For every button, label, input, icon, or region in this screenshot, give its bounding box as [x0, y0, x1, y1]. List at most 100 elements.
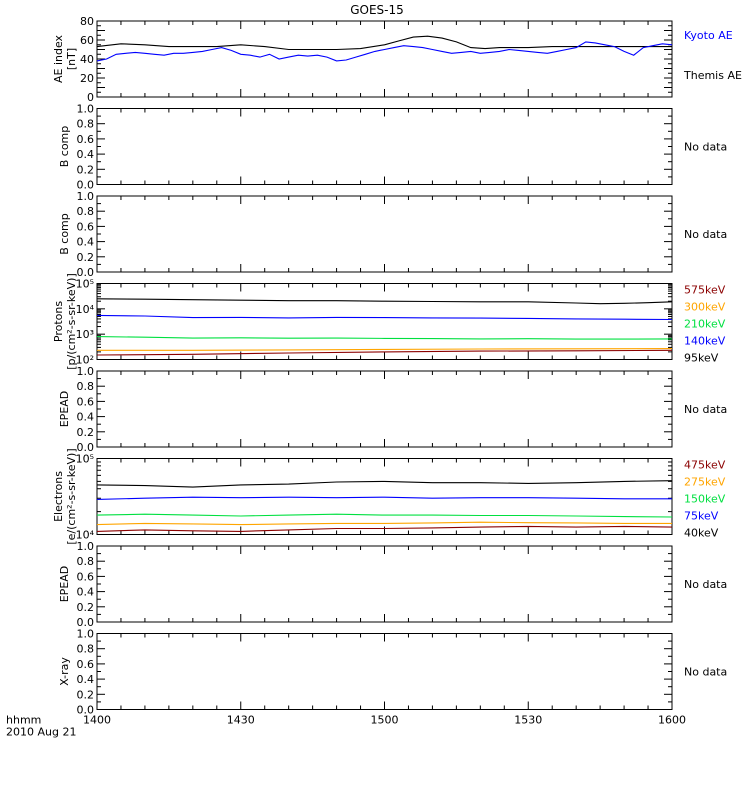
panel-epead2: 0.0 0.2 0.4 0.6 0.8 1.0 EPEAD No data [58, 540, 727, 629]
x-tick-label: 1400 [83, 714, 111, 727]
panel-protons: 10² 10³ 10⁴ 10⁵ Protons [p/(cm²-s-sr-keV)] 575… [52, 273, 726, 370]
panel-xray: 0.0 0.2 0.4 0.6 0.8 1.0 X-ray No data [58, 628, 727, 717]
y-tick-label: 0.2 [77, 251, 95, 264]
y-tick-label: 0.0 [77, 616, 95, 629]
y-tick-label: 10⁴ [76, 303, 95, 316]
y-axis-label: AE index [52, 34, 65, 83]
series-line-kyoto-ae [96, 41, 673, 62]
y-axis-label: X-ray [58, 657, 71, 686]
y-tick-label: 1.0 [77, 540, 95, 553]
legend-entry: 475keV [684, 459, 726, 472]
y-tick-label: 0.6 [77, 395, 95, 408]
series-line-140kev [96, 314, 673, 321]
y-axis-units: [e/(cm²-s-sr-keV)] [65, 448, 78, 544]
panel-bcomp1: 0.0 0.2 0.4 0.6 0.8 1.0 B comp No data [58, 103, 727, 192]
y-tick-label: 10³ [76, 328, 94, 341]
y-tick-label: 40 [80, 53, 94, 66]
y-tick-label: 0.4 [77, 673, 95, 686]
x-tick-label: 1530 [514, 714, 542, 727]
no-data-label: No data [684, 578, 727, 591]
y-tick-label: 1.0 [77, 628, 95, 641]
y-tick-label: 10⁴ [76, 529, 95, 542]
no-data-label: No data [684, 141, 727, 154]
y-tick-label: 0.4 [77, 586, 95, 599]
panel-frame [96, 20, 673, 98]
legend-entry: Themis AE [683, 69, 742, 82]
panel-frame [96, 283, 673, 360]
panel-frame [96, 545, 673, 623]
y-tick-label: 20 [80, 72, 94, 85]
y-axis-units: [nT] [65, 48, 78, 70]
y-tick-label: 0.6 [77, 658, 95, 671]
y-tick-label: 0.2 [77, 426, 95, 439]
legend-entry: 140keV [684, 335, 726, 348]
y-axis-label: EPEAD [58, 391, 71, 428]
series-line-475kev [96, 525, 673, 532]
y-tick-label: 80 [80, 15, 94, 28]
y-tick-label: 0.8 [77, 118, 95, 131]
panel-ae: 0 20 40 60 80 AE index [nT] Kyoto AE Themis AE [52, 15, 742, 104]
y-tick-label: 0.4 [77, 148, 95, 161]
x-tick-label: 1600 [658, 714, 686, 727]
legend-entry: 210keV [684, 318, 726, 331]
x-axis-label-date: 2010 Aug 21 [6, 726, 76, 739]
legend-entry: 275keV [684, 476, 726, 489]
y-axis-label: B comp [58, 126, 71, 168]
legend-entry: 575keV [684, 284, 726, 297]
series-line-300kev [97, 348, 673, 351]
y-tick-label: 60 [80, 34, 94, 47]
y-axis-label: Electrons [52, 471, 65, 522]
y-tick-label: 0.2 [77, 163, 95, 176]
y-tick-label: 0.4 [77, 411, 95, 424]
y-tick-label: 0 [87, 91, 94, 104]
panel-electrons: 10⁴ 10⁵ Electrons [e/(cm²-s-sr-keV)] 475keV 2… [52, 448, 726, 544]
figure-title: GOES-15 [350, 3, 404, 17]
series-line-95kev [96, 298, 673, 305]
legend-entry: 95keV [684, 352, 719, 365]
y-tick-label: 0.8 [77, 643, 95, 656]
legend-entry: 75keV [684, 510, 719, 523]
y-tick-label: 0.0 [77, 704, 95, 717]
series-line-575kev [96, 349, 673, 356]
y-tick-label: 0.0 [77, 441, 95, 454]
series-line-themis-ae [96, 35, 672, 51]
panel-frame [96, 370, 673, 448]
legend-entry: Kyoto AE [684, 29, 733, 42]
y-tick-label: 1.0 [77, 103, 95, 116]
panel-frame [96, 195, 673, 273]
y-tick-label: 0.6 [77, 570, 95, 583]
no-data-label: No data [684, 403, 727, 416]
y-tick-label: 1.0 [77, 190, 95, 203]
x-tick-label: 1500 [371, 714, 399, 727]
y-tick-label: 0.8 [77, 555, 95, 568]
legend-entry: 40keV [684, 527, 719, 540]
y-tick-label: 10⁵ [76, 453, 94, 466]
y-axis-units: [p/(cm²-s-sr-keV)] [65, 273, 78, 370]
y-tick-label: 1.0 [77, 365, 95, 378]
y-tick-label: 0.8 [77, 380, 95, 393]
y-tick-label: 0.6 [77, 133, 95, 146]
y-tick-label: 0.2 [77, 601, 95, 614]
series-line-275kev [96, 521, 672, 526]
series-line-150kev [96, 513, 673, 518]
legend-entry: 300keV [684, 301, 726, 314]
x-axis-label-format: hhmm [6, 714, 41, 727]
y-tick-label: 0.6 [77, 220, 95, 233]
y-tick-label: 0.0 [77, 266, 95, 279]
panel-frame [96, 108, 673, 185]
series-line-40kev [96, 480, 673, 488]
panel-epead1: 0.0 0.2 0.4 0.6 0.8 1.0 EPEAD No data [58, 365, 727, 454]
panels: 0 20 40 60 80 AE index [nT] Kyoto AE Themis AE 0.… [52, 15, 742, 717]
y-tick-label: 0.8 [77, 205, 95, 218]
y-tick-label: 10² [76, 354, 94, 367]
y-tick-label: 0.0 [77, 179, 95, 192]
y-tick-label: 10⁵ [76, 278, 94, 291]
y-axis-label: B comp [58, 213, 71, 255]
legend-entry: 150keV [684, 493, 726, 506]
x-tick-label: 1430 [227, 714, 255, 727]
panel-frame [96, 633, 673, 710]
y-axis-label: Protons [52, 301, 65, 342]
series-line-75kev [96, 496, 672, 500]
